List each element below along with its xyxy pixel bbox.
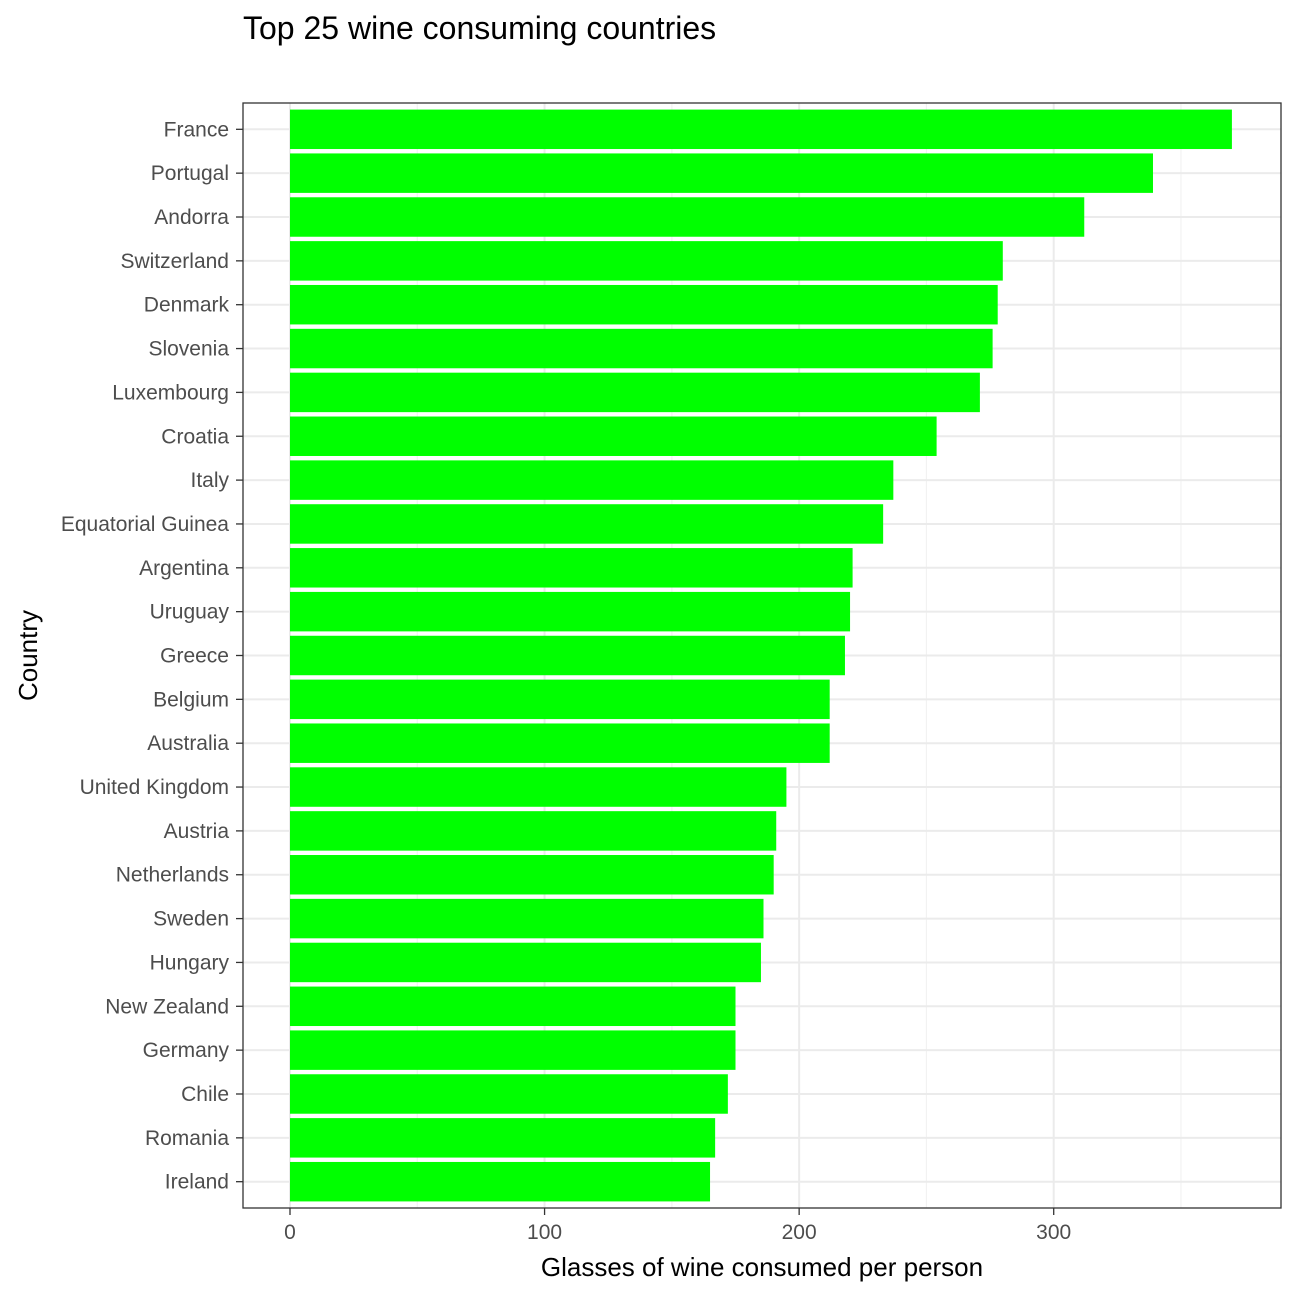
y-tick-label: Denmark bbox=[144, 294, 230, 317]
x-tick-label: 0 bbox=[284, 1221, 296, 1244]
bar-new-zealand bbox=[290, 986, 736, 1027]
bar-germany bbox=[290, 1030, 736, 1070]
bar-sweden bbox=[290, 898, 764, 939]
y-axis-title: Country bbox=[13, 610, 43, 701]
y-tick-label: Romania bbox=[145, 1127, 229, 1150]
y-tick-label: Ireland bbox=[165, 1171, 229, 1194]
y-tick-label: Luxembourg bbox=[112, 381, 229, 404]
y-tick-label: Netherlands bbox=[116, 864, 229, 887]
x-tick-label: 300 bbox=[1036, 1221, 1071, 1244]
y-tick-label: Uruguay bbox=[150, 601, 230, 624]
bar-equatorial-guinea bbox=[290, 504, 884, 544]
y-tick-label: Germany bbox=[143, 1039, 230, 1062]
y-tick-label: New Zealand bbox=[105, 995, 229, 1018]
bar-austria bbox=[290, 811, 777, 851]
y-tick-label: Portugal bbox=[151, 162, 229, 185]
bar-france bbox=[290, 109, 1232, 150]
bar-united-kingdom bbox=[290, 767, 787, 807]
y-tick-label: Chile bbox=[181, 1083, 229, 1106]
bar-belgium bbox=[290, 679, 830, 720]
y-tick-label: Slovenia bbox=[148, 338, 229, 361]
bar-australia bbox=[290, 723, 830, 763]
bar-greece bbox=[290, 635, 845, 676]
bars bbox=[290, 109, 1232, 1202]
bar-switzerland bbox=[290, 241, 1003, 281]
bar-netherlands bbox=[290, 855, 774, 895]
axis-ticks: France Portugal Andorra Switzerland Denmark S… bbox=[61, 118, 1071, 1244]
y-tick-label: Hungary bbox=[150, 951, 230, 974]
y-tick-label: Australia bbox=[147, 732, 229, 755]
y-tick-label: Italy bbox=[190, 469, 229, 492]
x-axis-title: Glasses of wine consumed per person bbox=[541, 1252, 983, 1282]
bar-italy bbox=[290, 460, 894, 500]
bar-chile bbox=[290, 1074, 728, 1114]
bar-denmark bbox=[290, 284, 998, 325]
y-tick-label: Equatorial Guinea bbox=[61, 513, 229, 536]
bar-croatia bbox=[290, 416, 937, 456]
y-tick-label: Austria bbox=[164, 820, 230, 843]
x-tick-label: 200 bbox=[782, 1221, 817, 1244]
bar-luxembourg bbox=[290, 372, 980, 413]
bar-argentina bbox=[290, 548, 853, 588]
y-tick-label: Andorra bbox=[154, 206, 229, 229]
y-tick-label: France bbox=[164, 118, 229, 141]
bar-uruguay bbox=[290, 591, 851, 632]
bar-romania bbox=[290, 1118, 716, 1158]
bar-portugal bbox=[290, 153, 1153, 193]
y-tick-label: Greece bbox=[160, 645, 229, 668]
y-tick-label: Croatia bbox=[161, 425, 229, 448]
bar-slovenia bbox=[290, 328, 993, 369]
chart-title: Top 25 wine consuming countries bbox=[243, 10, 717, 46]
y-tick-label: United Kingdom bbox=[80, 776, 229, 799]
y-tick-label: Belgium bbox=[153, 688, 229, 711]
y-tick-label: Sweden bbox=[153, 908, 229, 931]
y-tick-label: Argentina bbox=[139, 557, 229, 580]
bar-andorra bbox=[290, 197, 1085, 237]
x-tick-label: 100 bbox=[527, 1221, 562, 1244]
y-tick-label: Switzerland bbox=[120, 250, 229, 273]
bar-ireland bbox=[290, 1161, 711, 1202]
bar-hungary bbox=[290, 942, 761, 983]
